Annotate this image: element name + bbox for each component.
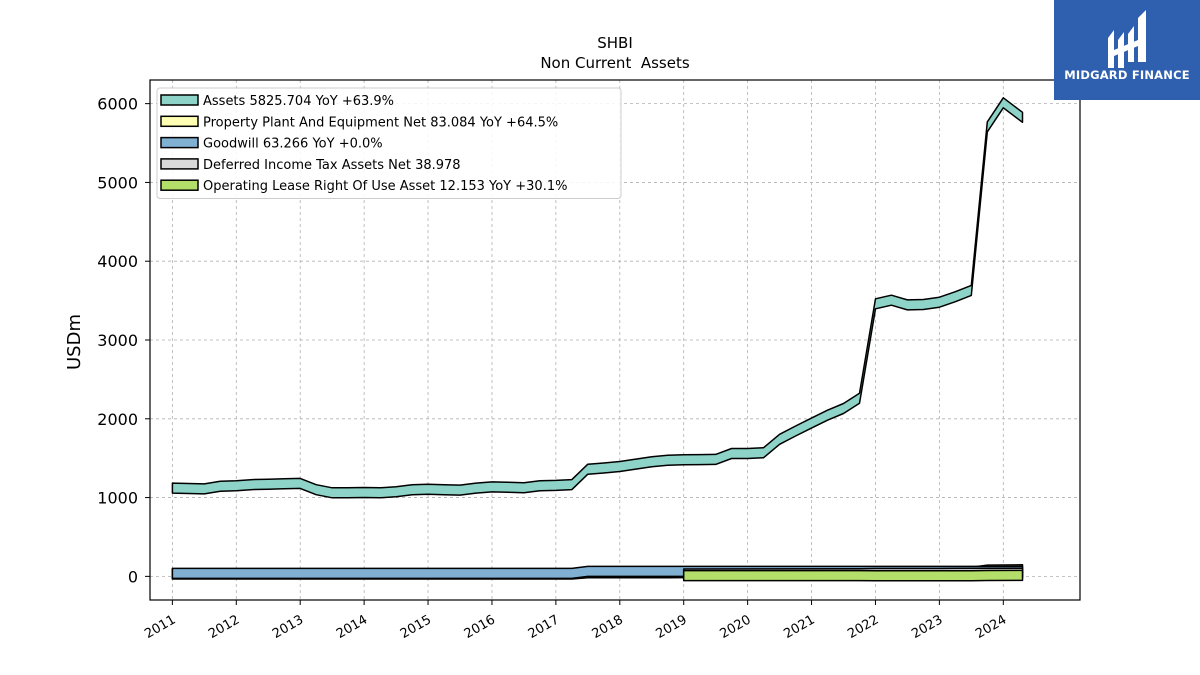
legend-label: Deferred Income Tax Assets Net 38.978 (203, 158, 461, 173)
x-tick-label: 2019 (654, 612, 690, 642)
legend: Assets 5825.704 YoY +63.9% Property Plant… (156, 87, 622, 199)
y-tick-label: 1000 (97, 489, 138, 508)
logo-text: MIDGARD FINANCE (1064, 68, 1190, 82)
x-tick-label: 2015 (398, 612, 434, 642)
x-ticks: 2011 2012 2013 2014 2015 2016 2017 2018 2019 2020… (142, 600, 1009, 642)
x-tick-label: 2024 (973, 612, 1009, 642)
grid (150, 80, 1080, 600)
x-tick-label: 2018 (590, 612, 626, 642)
y-ticks: 0 1000 2000 3000 4000 5000 6000 (97, 95, 150, 586)
legend-swatch (160, 136, 199, 149)
legend-label: Operating Lease Right Of Use Asset 12.15… (203, 179, 567, 194)
y-tick-label: 6000 (97, 95, 138, 114)
x-tick-label: 2012 (206, 612, 242, 642)
x-tick-label: 2021 (781, 612, 817, 642)
legend-box (156, 87, 622, 199)
legend-label: Goodwill 63.266 YoY +0.0% (203, 137, 383, 152)
x-tick-label: 2014 (334, 612, 370, 642)
series-band-4 (682, 569, 1024, 582)
x-tick-label: 2022 (845, 612, 881, 642)
y-axis-label: USDm (64, 314, 85, 370)
x-tick-label: 2023 (909, 612, 945, 642)
legend-label: Assets 5825.704 YoY +63.9% (203, 94, 394, 109)
y-tick-label: 4000 (97, 252, 138, 271)
legend-swatch (160, 179, 199, 191)
legend-swatch (160, 115, 199, 128)
chart-title: SHBI (597, 34, 633, 52)
y-tick-label: 2000 (97, 410, 138, 429)
legend-swatch (160, 158, 199, 170)
y-tick-label: 5000 (97, 173, 138, 192)
x-tick-label: 2016 (462, 612, 498, 642)
legend-swatch (160, 94, 199, 106)
x-tick-label: 2020 (717, 612, 753, 642)
x-tick-label: 2013 (270, 612, 306, 642)
series-layer (171, 97, 1024, 582)
series-band-0 (171, 97, 1024, 499)
chart-subtitle: Non Current Assets (540, 54, 690, 72)
legend-label: Property Plant And Equipment Net 83.084 … (203, 115, 558, 130)
brand-logo: MIDGARD FINANCE (1054, 0, 1200, 100)
y-tick-label: 0 (128, 567, 138, 586)
y-tick-label: 3000 (97, 331, 138, 350)
logo-mark-icon (1108, 10, 1146, 68)
x-tick-label: 2011 (142, 612, 178, 642)
x-tick-label: 2017 (526, 612, 562, 642)
